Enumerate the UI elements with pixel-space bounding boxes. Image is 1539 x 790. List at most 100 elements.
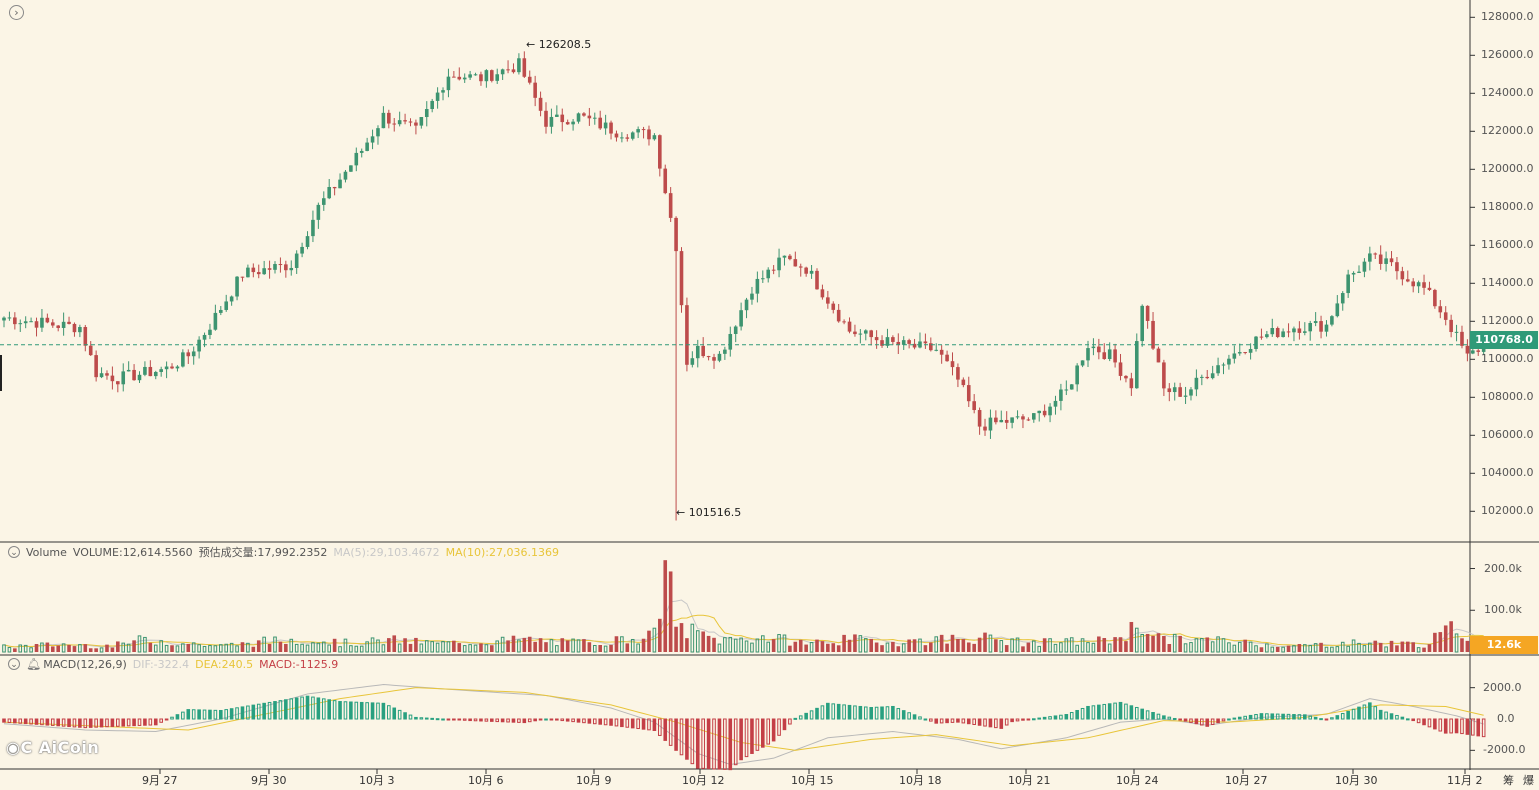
volume-bar bbox=[1048, 638, 1052, 653]
volume-bar bbox=[224, 643, 229, 653]
macd-bar bbox=[1378, 709, 1383, 720]
collapse-chevron-icon[interactable]: ⌄ bbox=[8, 658, 20, 670]
volume-bar bbox=[793, 641, 798, 652]
candle-body bbox=[1102, 352, 1107, 360]
candle-body bbox=[663, 168, 668, 194]
volume-bar bbox=[1330, 646, 1334, 653]
candle-body bbox=[1351, 272, 1356, 275]
macd-bar bbox=[744, 718, 749, 758]
volume-bar bbox=[1368, 642, 1372, 653]
volume-bar bbox=[918, 638, 922, 653]
current-volume-tag: 12.6k bbox=[1470, 636, 1538, 654]
macd-bar bbox=[728, 718, 733, 771]
macd-bar bbox=[511, 718, 516, 723]
macd-bar bbox=[1156, 713, 1161, 720]
macd-bar bbox=[793, 717, 798, 720]
volume-bar bbox=[1015, 637, 1020, 653]
macd-bar bbox=[782, 718, 787, 731]
volume-bar bbox=[132, 640, 136, 652]
macd-bar bbox=[1118, 701, 1123, 720]
volume-bar bbox=[544, 642, 548, 652]
macd-bar bbox=[67, 718, 71, 728]
candle-body bbox=[72, 323, 77, 333]
volume-bar bbox=[305, 644, 310, 653]
volume-bar bbox=[1145, 633, 1150, 652]
macd-bar bbox=[576, 718, 581, 723]
candle-body bbox=[1129, 378, 1134, 389]
liquidation-label[interactable]: 爆 bbox=[1523, 774, 1534, 787]
candle-body bbox=[294, 253, 299, 268]
crosshair-handle[interactable] bbox=[0, 355, 2, 391]
volume-bar bbox=[1259, 647, 1264, 652]
volume-bar bbox=[137, 635, 142, 653]
price-tick-label: 124000.0 bbox=[1481, 86, 1534, 100]
macd-bar bbox=[327, 699, 331, 720]
candle-body bbox=[1080, 360, 1085, 366]
volume-bar bbox=[1091, 642, 1096, 653]
candle-body bbox=[338, 179, 342, 189]
chip-label[interactable]: 筹 bbox=[1503, 774, 1514, 787]
volume-bar bbox=[1053, 643, 1058, 653]
volume-bar bbox=[479, 643, 483, 652]
low-value: 101516.5 bbox=[688, 506, 742, 519]
collapse-chevron-icon[interactable]: ⌄ bbox=[8, 546, 20, 558]
macd-bar bbox=[50, 718, 55, 726]
volume-bar bbox=[1042, 638, 1047, 652]
candle-body bbox=[517, 58, 521, 73]
volume-bar bbox=[945, 643, 949, 652]
volume-bar bbox=[246, 642, 250, 653]
candle-body bbox=[1368, 253, 1372, 262]
volume-bar bbox=[1254, 645, 1258, 653]
candle-body bbox=[1319, 321, 1323, 332]
macd-bar bbox=[956, 718, 960, 723]
candle-body bbox=[1113, 349, 1117, 363]
candle-body bbox=[782, 255, 787, 258]
candle-body bbox=[1151, 320, 1155, 349]
volume-bar bbox=[755, 638, 760, 653]
candle-body bbox=[880, 340, 884, 346]
macd-bar bbox=[376, 702, 380, 720]
macd-bar bbox=[1281, 713, 1285, 720]
volume-bar bbox=[34, 644, 39, 652]
macd-bar bbox=[202, 709, 207, 720]
candle-body bbox=[1200, 376, 1204, 378]
macd-bar bbox=[663, 718, 668, 741]
macd-bar bbox=[229, 708, 234, 720]
macd-bar bbox=[321, 698, 326, 720]
macd-bar bbox=[506, 718, 510, 723]
macd-bar bbox=[961, 718, 966, 724]
volume-bar bbox=[45, 642, 50, 652]
time-tick-label: 10月 18 bbox=[899, 774, 942, 787]
macd-bar bbox=[733, 718, 738, 766]
candle-body bbox=[1026, 419, 1031, 421]
macd-bar bbox=[1330, 717, 1334, 720]
candle-body bbox=[1140, 305, 1144, 342]
candle-body bbox=[143, 366, 147, 375]
macd-bar bbox=[1237, 716, 1242, 720]
candle-body bbox=[1237, 352, 1242, 354]
macd-bar bbox=[18, 718, 23, 724]
volume-bar bbox=[522, 637, 527, 652]
volume-bar bbox=[468, 644, 472, 653]
current-price-tag: 110768.0 bbox=[1470, 331, 1538, 349]
candle-body bbox=[2, 317, 6, 321]
volume-bar bbox=[376, 639, 380, 653]
macd-bar bbox=[1248, 714, 1253, 720]
candle-body bbox=[99, 373, 104, 378]
volume-bar bbox=[885, 642, 890, 653]
candle-body bbox=[1107, 349, 1112, 360]
candle-body bbox=[1004, 419, 1009, 423]
volume-bar bbox=[1189, 642, 1193, 653]
candle-body bbox=[847, 321, 852, 332]
candle-body bbox=[462, 77, 467, 80]
bell-icon[interactable]: 🔔︎ bbox=[26, 657, 42, 671]
candle-body bbox=[809, 270, 814, 274]
volume-bar bbox=[316, 642, 321, 653]
candle-body bbox=[565, 122, 570, 125]
candle-body bbox=[706, 356, 711, 358]
macd-bar bbox=[267, 701, 272, 720]
expand-chevron-icon[interactable]: › bbox=[9, 1, 24, 20]
candle-body bbox=[836, 309, 841, 322]
volume-bar bbox=[164, 644, 169, 653]
